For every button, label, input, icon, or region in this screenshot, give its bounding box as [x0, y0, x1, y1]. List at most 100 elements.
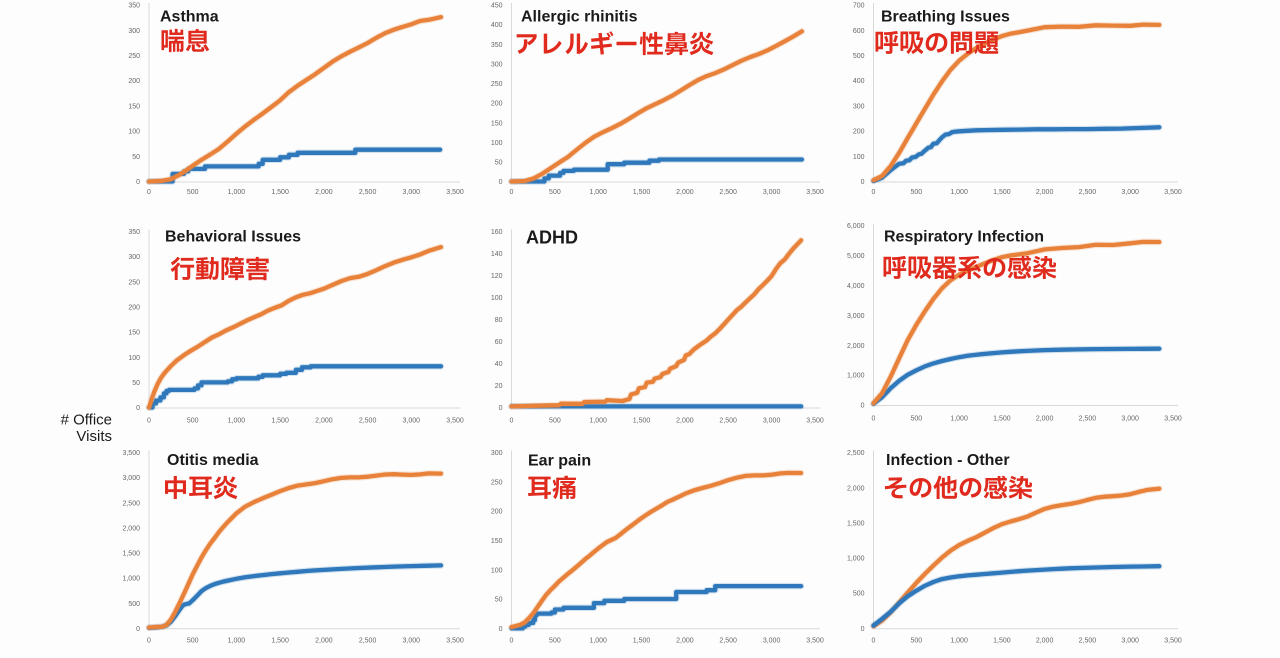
svg-text:Respiratory Infection: Respiratory Infection — [884, 229, 1044, 246]
svg-text:3,000: 3,000 — [403, 189, 421, 196]
svg-text:1,000: 1,000 — [589, 638, 607, 645]
svg-text:500: 500 — [128, 601, 140, 608]
svg-text:500: 500 — [549, 189, 561, 196]
svg-text:3,500: 3,500 — [1164, 416, 1182, 423]
svg-text:0: 0 — [499, 179, 503, 186]
svg-text:2,000: 2,000 — [676, 638, 694, 645]
svg-text:2,500: 2,500 — [719, 638, 737, 645]
svg-text:Infection - Other: Infection - Other — [886, 452, 1010, 469]
svg-text:3,500: 3,500 — [1164, 638, 1182, 645]
svg-text:2,500: 2,500 — [359, 638, 377, 645]
svg-text:600: 600 — [853, 28, 865, 35]
svg-text:500: 500 — [187, 418, 199, 425]
svg-text:Breathing Issues: Breathing Issues — [881, 9, 1010, 26]
svg-text:2,500: 2,500 — [359, 418, 377, 425]
svg-text:250: 250 — [128, 279, 140, 286]
svg-text:2,500: 2,500 — [1079, 189, 1097, 196]
svg-text:Visits: Visits — [76, 428, 112, 445]
svg-text:2,000: 2,000 — [315, 638, 333, 645]
svg-text:40: 40 — [495, 361, 503, 368]
svg-text:1,000: 1,000 — [847, 373, 865, 380]
svg-text:1,500: 1,500 — [993, 638, 1011, 645]
svg-text:Behavioral Issues: Behavioral Issues — [165, 229, 301, 246]
svg-text:2,500: 2,500 — [1079, 638, 1097, 645]
svg-text:ADHD: ADHD — [526, 228, 578, 248]
svg-text:1,500: 1,500 — [847, 520, 865, 527]
svg-text:300: 300 — [128, 28, 140, 35]
svg-text:500: 500 — [853, 53, 865, 60]
svg-text:0: 0 — [499, 405, 503, 412]
svg-text:1,000: 1,000 — [847, 556, 865, 563]
svg-text:1,500: 1,500 — [122, 551, 140, 558]
svg-text:3,500: 3,500 — [446, 418, 464, 425]
svg-text:3,000: 3,000 — [122, 475, 140, 482]
svg-text:3,500: 3,500 — [446, 189, 464, 196]
svg-text:160: 160 — [491, 229, 503, 236]
svg-text:250: 250 — [128, 53, 140, 60]
svg-text:60: 60 — [495, 339, 503, 346]
svg-text:2,000: 2,000 — [315, 418, 333, 425]
svg-text:1,000: 1,000 — [589, 189, 607, 196]
svg-text:3,000: 3,000 — [403, 418, 421, 425]
svg-text:3,000: 3,000 — [1121, 416, 1139, 423]
svg-text:0: 0 — [136, 626, 140, 633]
svg-text:3,500: 3,500 — [806, 189, 824, 196]
svg-text:2,000: 2,000 — [122, 525, 140, 532]
svg-text:3,500: 3,500 — [806, 638, 824, 645]
svg-text:3,000: 3,000 — [763, 418, 781, 425]
svg-text:350: 350 — [128, 3, 140, 10]
svg-text:Asthma: Asthma — [160, 9, 219, 26]
svg-text:300: 300 — [491, 450, 503, 457]
svg-text:100: 100 — [491, 140, 503, 147]
svg-text:1,500: 1,500 — [633, 189, 651, 196]
svg-text:50: 50 — [132, 380, 140, 387]
svg-text:1,000: 1,000 — [228, 189, 246, 196]
svg-text:700: 700 — [853, 3, 865, 10]
svg-text:3,500: 3,500 — [1164, 189, 1182, 196]
svg-text:0: 0 — [861, 179, 865, 186]
svg-text:0: 0 — [510, 189, 514, 196]
svg-text:450: 450 — [491, 3, 503, 10]
svg-text:120: 120 — [491, 273, 503, 280]
svg-text:0: 0 — [861, 403, 865, 410]
svg-text:1,500: 1,500 — [271, 418, 289, 425]
svg-text:1,500: 1,500 — [993, 189, 1011, 196]
svg-text:200: 200 — [491, 101, 503, 108]
svg-text:500: 500 — [910, 189, 922, 196]
svg-text:50: 50 — [132, 154, 140, 161]
svg-text:2,000: 2,000 — [1036, 638, 1054, 645]
svg-text:0: 0 — [872, 416, 876, 423]
svg-text:200: 200 — [491, 509, 503, 516]
svg-text:1,500: 1,500 — [633, 418, 651, 425]
svg-text:200: 200 — [128, 305, 140, 312]
svg-text:4,000: 4,000 — [847, 283, 865, 290]
svg-text:0: 0 — [872, 638, 876, 645]
svg-text:100: 100 — [853, 154, 865, 161]
svg-text:3,500: 3,500 — [122, 450, 140, 457]
svg-text:1,500: 1,500 — [993, 416, 1011, 423]
svg-text:0: 0 — [136, 405, 140, 412]
svg-text:200: 200 — [128, 78, 140, 85]
svg-text:3,500: 3,500 — [806, 418, 824, 425]
svg-text:1,000: 1,000 — [228, 638, 246, 645]
svg-text:2,000: 2,000 — [676, 189, 694, 196]
svg-text:0: 0 — [499, 626, 503, 633]
svg-text:6,000: 6,000 — [847, 223, 865, 230]
svg-text:0: 0 — [872, 189, 876, 196]
svg-text:300: 300 — [853, 104, 865, 111]
svg-text:Ear pain: Ear pain — [528, 453, 591, 470]
svg-text:2,500: 2,500 — [719, 189, 737, 196]
svg-text:500: 500 — [853, 591, 865, 598]
svg-text:400: 400 — [491, 22, 503, 29]
svg-text:500: 500 — [549, 418, 561, 425]
svg-text:1,000: 1,000 — [228, 418, 246, 425]
svg-text:2,000: 2,000 — [1036, 416, 1054, 423]
svg-text:1,500: 1,500 — [271, 638, 289, 645]
svg-text:2,500: 2,500 — [1079, 416, 1097, 423]
svg-text:100: 100 — [491, 567, 503, 574]
svg-text:150: 150 — [128, 330, 140, 337]
svg-text:250: 250 — [491, 81, 503, 88]
svg-text:3,000: 3,000 — [1121, 189, 1139, 196]
svg-text:3,000: 3,000 — [847, 313, 865, 320]
svg-text:Allergic rhinitis: Allergic rhinitis — [521, 9, 638, 26]
